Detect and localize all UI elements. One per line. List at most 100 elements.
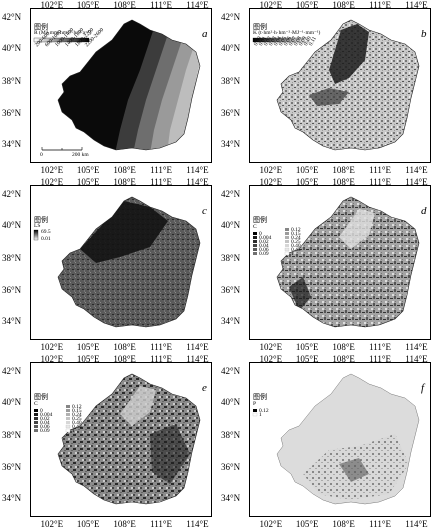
legend-class: 0.40 — [72, 420, 82, 426]
legend-class: 0.04 — [259, 243, 269, 249]
lat-tick-label: 36°N — [2, 285, 22, 296]
lon-tick-label: 105°E — [76, 0, 100, 10]
scale-bar-label-end: 200 km — [72, 152, 89, 158]
panel-letter: c — [202, 205, 207, 217]
legend-class: 0.12 — [291, 227, 301, 233]
legend-class: 1 — [259, 412, 262, 418]
legend-class: 0.12 — [259, 408, 269, 414]
panel-letter: f — [421, 382, 425, 394]
legend-class: 0.45 — [291, 247, 301, 253]
lon-tick-label: 105°E — [76, 177, 100, 187]
legend-class: 0.40 — [291, 243, 301, 249]
lon-tick-label: 102°E — [40, 177, 64, 187]
legend-class: 0.09 — [259, 251, 269, 257]
lat-tick-label: 42°N — [2, 12, 22, 23]
lon-tick-label: 114°E — [186, 177, 209, 187]
lon-tick-label: 102°E — [40, 165, 64, 175]
legend-min: 0.01 — [41, 236, 51, 242]
legend-class: 0.15 — [72, 408, 82, 414]
lon-tick-label: 105°E — [76, 342, 100, 352]
legend-ramp-labels: 0.00 0.01 0.02 0.03 0.04 0.05 0.06 0.07 … — [253, 36, 333, 66]
lon-tick-label: 105°E — [76, 165, 100, 175]
lon-tick-label: 114°E — [186, 0, 209, 10]
lon-tick-label: 108°E — [332, 177, 355, 187]
legend-class: 0.25 — [291, 239, 301, 245]
lat-tick-label: 34°N — [221, 316, 241, 327]
legend-class: 0.02 — [259, 239, 269, 245]
legend-title: 图例 — [253, 23, 267, 31]
lat-tick-label: 40°N — [221, 43, 241, 54]
lon-tick-label: 102°E — [40, 0, 64, 10]
map-svg-a — [33, 19, 201, 151]
lat-tick-label: 42°N — [221, 366, 241, 377]
scale-bar-label-start: 0 — [40, 152, 43, 158]
lon-tick-label: 111°E — [150, 0, 172, 10]
lon-tick-label: 108°E — [113, 354, 136, 364]
lon-tick-label: 114°E — [186, 354, 209, 364]
lon-tick-label: 111°E — [369, 177, 391, 187]
panel-letter: d — [421, 205, 427, 217]
lat-tick-label: 40°N — [221, 220, 241, 231]
lon-tick-label: 102°E — [259, 519, 283, 529]
lon-tick-label: 111°E — [369, 354, 391, 364]
map-svg-c — [33, 196, 201, 328]
map-panel-a: a 图例 R (MJ·mm·hm⁻²·h⁻¹·a⁻¹) 200-600 600-… — [0, 0, 218, 177]
map-panel-f: f 图例 P 0.12 1 — [219, 354, 437, 531]
lon-tick-label: 105°E — [295, 0, 319, 10]
legend-class: 0.09 — [40, 428, 50, 434]
legend-class: 0.004 — [259, 235, 272, 241]
lon-tick-label: 111°E — [150, 354, 172, 364]
map-svg-d — [253, 196, 420, 328]
lon-tick-label: 108°E — [332, 0, 355, 10]
lon-tick-label: 108°E — [113, 177, 136, 187]
lon-tick-label: 108°E — [113, 165, 136, 175]
legend-title: 图例 — [34, 393, 48, 401]
lon-tick-label: 111°E — [369, 0, 391, 10]
legend-title: 图例 — [253, 393, 267, 401]
legend-class: 0.12 — [72, 404, 82, 410]
lon-tick-label: 108°E — [332, 165, 355, 175]
lon-tick-label: 114°E — [405, 342, 428, 352]
legend-class: 0.02 — [40, 416, 50, 422]
lon-tick-label: 105°E — [76, 354, 100, 364]
lon-tick-label: 111°E — [150, 177, 172, 187]
lon-tick-label: 102°E — [259, 165, 283, 175]
legend-class: 0.24 — [72, 412, 82, 418]
lat-tick-label: 36°N — [221, 108, 241, 119]
lon-tick-label: 114°E — [186, 519, 209, 529]
lon-tick-label: 105°E — [295, 354, 319, 364]
lon-tick-label: 108°E — [332, 519, 355, 529]
legend-class: 1 — [291, 251, 294, 257]
lon-tick-label: 102°E — [259, 0, 283, 10]
legend-swatches — [253, 228, 290, 256]
lat-tick-label: 40°N — [221, 397, 241, 408]
legend-class: 1 — [72, 428, 75, 434]
lon-tick-label: 105°E — [295, 342, 319, 352]
lat-tick-label: 38°N — [2, 252, 22, 263]
legend-subtitle: C — [34, 401, 38, 407]
legend-ramp-labels: 200-600 600-1000 1000-1400 1400-1800 180… — [34, 27, 105, 68]
lon-tick-label: 111°E — [369, 165, 391, 175]
legend-class: 0.06 — [40, 424, 50, 430]
panel-letter: a — [202, 28, 208, 40]
panel-letter: b — [421, 28, 427, 40]
lat-tick-label: 34°N — [2, 139, 22, 150]
legend-subtitle: R (MJ·mm·hm⁻²·h⁻¹·a⁻¹) — [34, 30, 92, 36]
lat-tick-label: 38°N — [221, 75, 241, 86]
lon-tick-label: 114°E — [405, 354, 428, 364]
lat-tick-label: 34°N — [2, 316, 22, 327]
legend-class: 0.25 — [72, 416, 82, 422]
map-svg-e — [34, 373, 201, 505]
legend-max: 69.5 — [41, 229, 51, 235]
lon-tick-label: 111°E — [150, 165, 172, 175]
lon-tick-label: 114°E — [405, 519, 428, 529]
legend-class: 0.06 — [259, 247, 269, 253]
legend-subtitle: C — [253, 224, 257, 230]
lat-tick-label: 40°N — [2, 397, 22, 408]
lat-tick-label: 36°N — [221, 285, 241, 296]
legend-subtitle: P — [253, 401, 257, 407]
lon-tick-label: 108°E — [332, 342, 355, 352]
legend-title: 图例 — [34, 216, 48, 224]
legend-class: 0.004 — [40, 412, 53, 418]
map-panel-b: b 图例 K (t·hm²·h·hm⁻²·MJ⁻¹·mm⁻¹) 0.00 0.0… — [219, 0, 437, 177]
